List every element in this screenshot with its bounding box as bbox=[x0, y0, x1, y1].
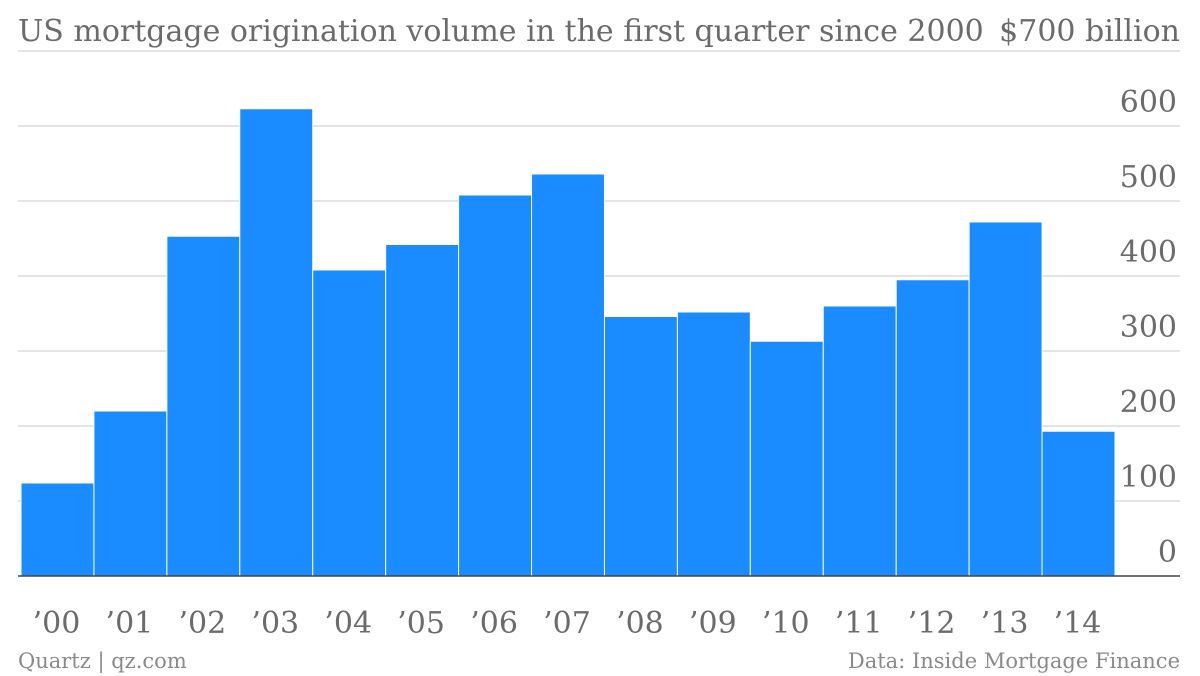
x-tick-label: ’00 bbox=[33, 606, 81, 641]
bar bbox=[895, 279, 970, 577]
x-tick-label: ’04 bbox=[324, 606, 372, 641]
y-tick-label: 500 bbox=[1120, 160, 1177, 195]
bar bbox=[676, 311, 751, 577]
y-tick-label: 400 bbox=[1120, 235, 1177, 270]
y-tick-label: 200 bbox=[1120, 385, 1177, 420]
x-tick-label: ’09 bbox=[689, 606, 737, 641]
bar bbox=[531, 173, 605, 577]
bar bbox=[968, 221, 1043, 577]
bar bbox=[166, 235, 241, 577]
x-tick-label: ’03 bbox=[251, 606, 299, 641]
bars bbox=[20, 108, 1116, 577]
bar bbox=[20, 482, 95, 577]
bar bbox=[603, 316, 678, 577]
y-tick-label: 100 bbox=[1120, 460, 1177, 495]
x-tick-label: ’10 bbox=[762, 606, 810, 641]
x-tick-label: ’02 bbox=[178, 606, 226, 641]
y-axis-ticks: 0 100 200 300 400 500 600 bbox=[1120, 85, 1177, 570]
bar bbox=[1041, 430, 1116, 577]
bar bbox=[93, 410, 168, 577]
x-tick-label: ’08 bbox=[616, 606, 664, 641]
bar bbox=[458, 194, 533, 577]
y-tick-label: 0 bbox=[1158, 535, 1177, 570]
bar bbox=[822, 305, 897, 577]
x-tick-label: ’05 bbox=[397, 606, 445, 641]
x-axis-ticks: ’00 ’01 ’02 ’03 ’04 ’05 ’06 ’07 ’08 ’09 ’10 ’11 ’12 ’… bbox=[33, 606, 1102, 641]
data-source: Data: Inside Mortgage Finance bbox=[848, 649, 1180, 673]
x-tick-label: ’12 bbox=[908, 606, 956, 641]
x-tick-label: ’01 bbox=[106, 606, 154, 641]
x-tick-label: ’07 bbox=[543, 606, 591, 641]
bar bbox=[749, 340, 824, 577]
bar bbox=[385, 244, 460, 577]
unit-label: $700 billion bbox=[999, 14, 1180, 49]
x-tick-label: ’14 bbox=[1054, 606, 1102, 641]
x-tick-label: ’13 bbox=[981, 606, 1029, 641]
y-tick-label: 300 bbox=[1120, 310, 1177, 345]
y-tick-label: 600 bbox=[1120, 85, 1177, 120]
x-tick-label: ’11 bbox=[835, 606, 883, 641]
bar bbox=[239, 108, 314, 577]
source-credit: Quartz | qz.com bbox=[18, 649, 187, 674]
chart-title: US mortgage origination volume in the fi… bbox=[18, 14, 984, 49]
bar bbox=[312, 269, 387, 577]
x-tick-label: ’06 bbox=[470, 606, 518, 641]
